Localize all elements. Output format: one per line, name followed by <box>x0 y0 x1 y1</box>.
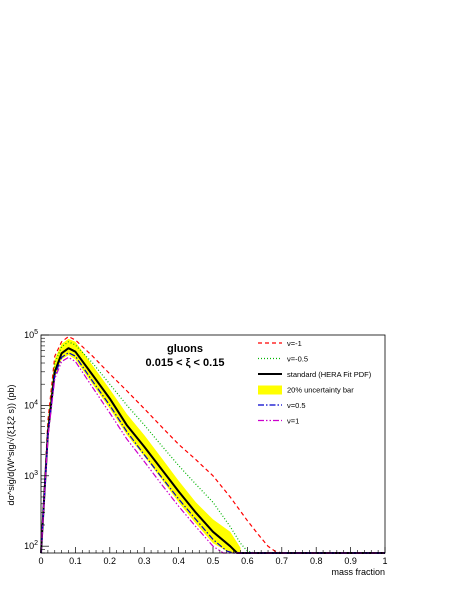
x-tick-label: 0.3 <box>138 556 151 566</box>
series-line-3 <box>40 352 385 554</box>
legend-label-3: 20% uncertainty bar <box>287 386 354 395</box>
annotation-title: gluons <box>167 343 203 355</box>
series-line-4 <box>40 356 385 554</box>
y-axis-title: dσ^sig/d(W^sig/√(ξ1ξ2 s)) (pb) <box>6 384 16 505</box>
x-tick-label: 1 <box>382 556 387 566</box>
legend-label-2: standard (HERA Fit PDF) <box>287 370 372 379</box>
x-tick-label: 0.1 <box>69 556 82 566</box>
y-tick-label: 105 <box>24 329 38 340</box>
x-tick-label: 0.4 <box>172 556 185 566</box>
x-tick-label: 0.5 <box>207 556 220 566</box>
series-line-2 <box>40 347 385 554</box>
x-tick-label: 0.9 <box>344 556 357 566</box>
x-axis: 0 0.1 0.2 0.3 0.4 0.5 0.6 0.7 0.8 0.9 1 <box>38 547 388 566</box>
uncertainty-band <box>41 338 241 553</box>
legend: ν=-1 ν=-0.5 standard (HERA Fit PDF) 20% unc… <box>258 339 372 426</box>
y-tick-label: 102 <box>24 540 38 551</box>
uncertainty-band-layer <box>41 338 241 553</box>
x-tick-label: 0.8 <box>310 556 323 566</box>
x-axis-title: mass fraction <box>331 567 385 577</box>
legend-label-0: ν=-1 <box>287 339 302 348</box>
series-layer <box>40 336 385 554</box>
x-tick-label: 0.2 <box>104 556 117 566</box>
legend-label-1: ν=-0.5 <box>287 355 308 364</box>
x-tick-label: 0 <box>38 556 43 566</box>
series-line-0 <box>40 336 385 554</box>
annotation-subtitle: 0.015 < ξ < 0.15 <box>146 357 225 369</box>
x-tick-label: 0.7 <box>276 556 289 566</box>
y-tick-label: 104 <box>24 399 38 410</box>
legend-label-4: ν=0.5 <box>287 401 306 410</box>
y-tick-label: 103 <box>24 470 38 481</box>
y-axis: 102 103 104 105 <box>24 329 49 554</box>
legend-swatch-band <box>258 385 282 395</box>
legend-label-5: ν=1 <box>287 417 299 426</box>
x-tick-label: 0.6 <box>241 556 254 566</box>
